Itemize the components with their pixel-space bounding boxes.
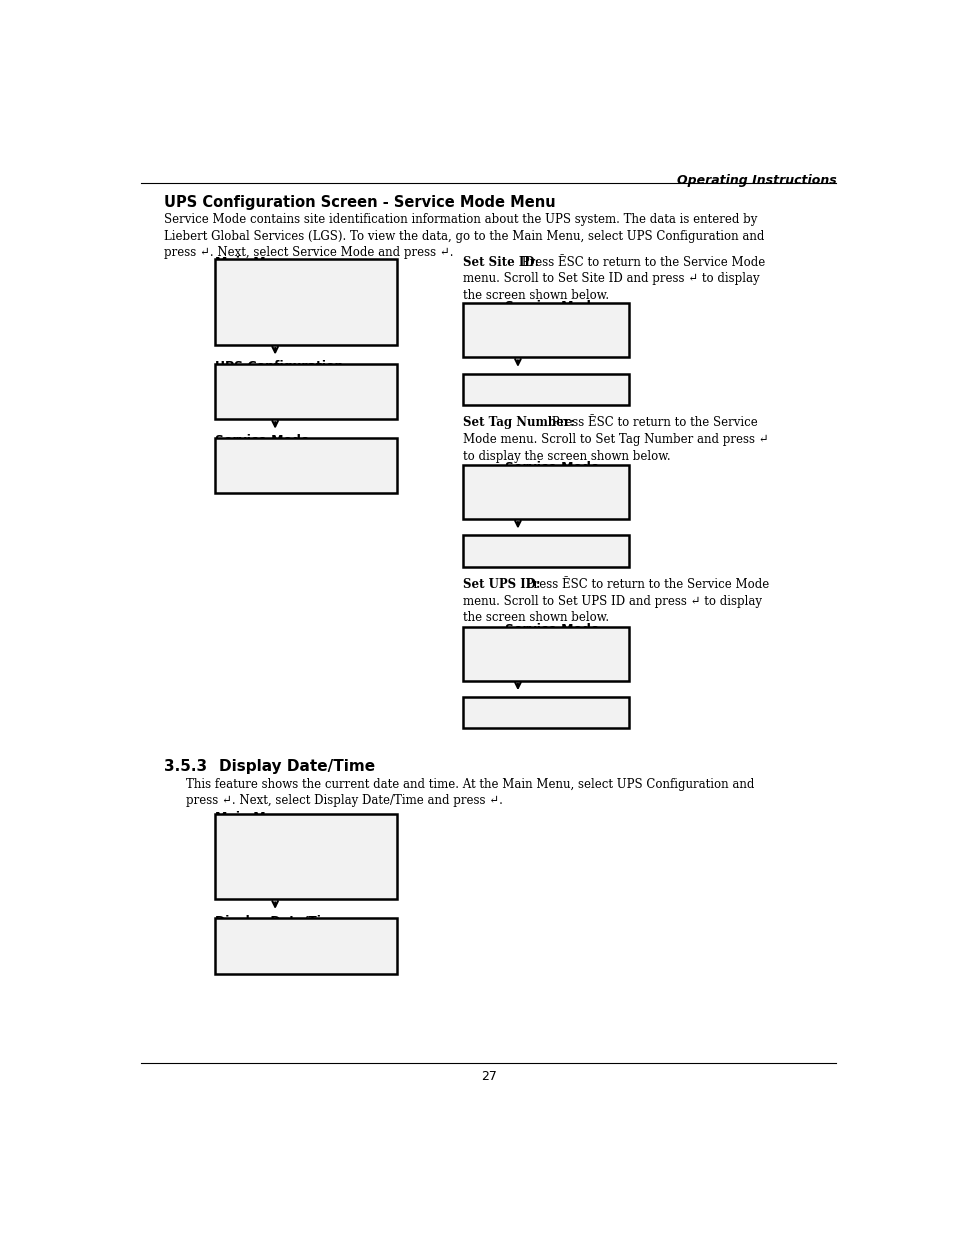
Bar xyxy=(215,364,396,419)
Bar xyxy=(462,626,629,680)
Bar xyxy=(462,373,629,405)
Text: the screen shown below.: the screen shown below. xyxy=(462,289,609,301)
Bar xyxy=(462,304,629,357)
Bar xyxy=(215,919,396,973)
Text: Display Date/Time: Display Date/Time xyxy=(215,915,342,927)
Bar xyxy=(215,438,396,494)
Text: to display the screen shown below.: to display the screen shown below. xyxy=(462,450,670,463)
Text: Press ĒSC to return to the Service Mode: Press ĒSC to return to the Service Mode xyxy=(521,578,769,592)
Text: the screen shown below.: the screen shown below. xyxy=(462,611,609,625)
Text: Main Menu: Main Menu xyxy=(215,811,292,824)
Bar xyxy=(215,259,396,345)
Text: This feature shows the current date and time. At the Main Menu, select UPS Confi: This feature shows the current date and … xyxy=(186,778,754,790)
Text: Operating Instructions: Operating Instructions xyxy=(676,174,836,186)
Text: UPS Configuration: UPS Configuration xyxy=(215,361,343,373)
Text: Set UPS ID:: Set UPS ID: xyxy=(462,578,539,592)
Text: Press ĒSC to return to the Service: Press ĒSC to return to the Service xyxy=(547,416,757,430)
Text: menu. Scroll to Set Site ID and press ↵ to display: menu. Scroll to Set Site ID and press ↵ … xyxy=(462,272,759,285)
Bar xyxy=(462,697,629,729)
Bar xyxy=(462,535,629,567)
Text: UPS Configuration Screen - Service Mode Menu: UPS Configuration Screen - Service Mode … xyxy=(164,195,555,210)
Text: 3.5.3: 3.5.3 xyxy=(164,758,207,773)
Bar xyxy=(462,464,629,519)
Text: press ↵. Next, select Service Mode and press ↵.: press ↵. Next, select Service Mode and p… xyxy=(164,246,453,259)
Text: menu. Scroll to Set UPS ID and press ↵ to display: menu. Scroll to Set UPS ID and press ↵ t… xyxy=(462,595,761,608)
Text: Service Mode: Service Mode xyxy=(504,622,598,636)
Text: Mode menu. Scroll to Set Tag Number and press ↵: Mode menu. Scroll to Set Tag Number and … xyxy=(462,433,768,446)
Text: press ↵. Next, select Display Date/Time and press ↵.: press ↵. Next, select Display Date/Time … xyxy=(186,794,502,808)
Bar xyxy=(215,814,396,899)
Text: Liebert Global Services (LGS). To view the data, go to the Main Menu, select UPS: Liebert Global Services (LGS). To view t… xyxy=(164,230,763,242)
Text: Display Date/Time: Display Date/Time xyxy=(219,758,375,773)
Text: Service Mode: Service Mode xyxy=(215,435,310,447)
Text: Set Site ID:: Set Site ID: xyxy=(462,256,538,269)
Text: Press ĒSC to return to the Service Mode: Press ĒSC to return to the Service Mode xyxy=(518,256,765,269)
Text: 27: 27 xyxy=(480,1070,497,1083)
Text: Main Menu: Main Menu xyxy=(215,256,292,269)
Text: Service Mode: Service Mode xyxy=(504,300,598,314)
Text: Service Mode contains site identification information about the UPS system. The : Service Mode contains site identificatio… xyxy=(164,212,756,226)
Text: Set Tag Number:: Set Tag Number: xyxy=(462,416,574,430)
Text: Service Mode: Service Mode xyxy=(504,461,598,474)
